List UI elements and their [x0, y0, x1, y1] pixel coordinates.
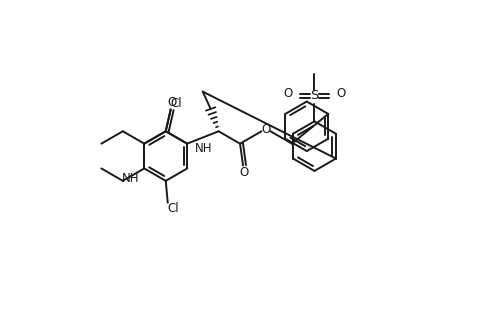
Text: S: S	[310, 89, 319, 102]
Text: O: O	[167, 96, 176, 109]
Text: Cl: Cl	[171, 97, 182, 110]
Text: Cl: Cl	[168, 202, 179, 215]
Text: O: O	[262, 123, 271, 136]
Text: O: O	[239, 166, 248, 179]
Text: NH: NH	[121, 172, 139, 185]
Text: NH: NH	[195, 142, 213, 155]
Text: O: O	[337, 87, 346, 100]
Text: O: O	[283, 87, 292, 100]
